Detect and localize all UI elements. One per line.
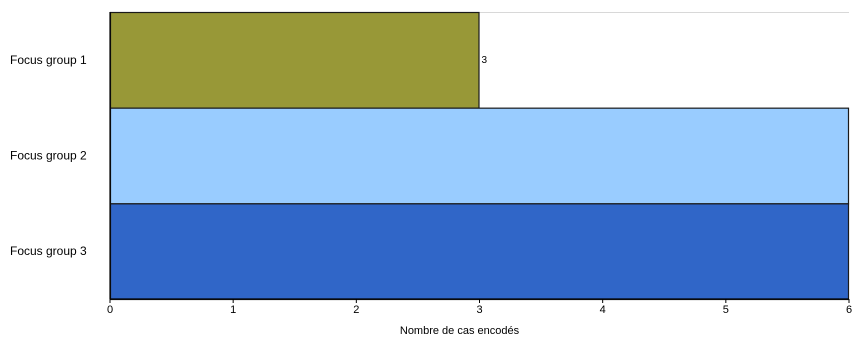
- x-tick-label-2: 2: [353, 304, 359, 316]
- category-label-3: Focus group 3: [10, 244, 87, 258]
- data-label-1: 3: [482, 55, 488, 66]
- category-label-1: Focus group 1: [10, 53, 87, 67]
- category-label-2: Focus group 2: [10, 149, 87, 163]
- x-tick-label-4: 4: [600, 304, 606, 316]
- x-tick-label-0: 0: [107, 304, 113, 316]
- x-tick-label-3: 3: [476, 304, 482, 316]
- x-tick-label-6: 6: [846, 304, 852, 316]
- data-labels: 3: [482, 55, 488, 66]
- x-axis: 0 1 2 3 4 5 6: [107, 12, 852, 316]
- bar-1: [109, 11, 480, 109]
- bar-2: [109, 107, 850, 205]
- x-axis-title: Nombre de cas encodés: [400, 325, 520, 337]
- bar-3: [109, 203, 850, 301]
- x-tick-label-1: 1: [230, 304, 236, 316]
- bars: [109, 11, 850, 301]
- x-tick-label-5: 5: [723, 304, 729, 316]
- category-labels: Focus group 1 Focus group 2 Focus group 3: [10, 53, 87, 258]
